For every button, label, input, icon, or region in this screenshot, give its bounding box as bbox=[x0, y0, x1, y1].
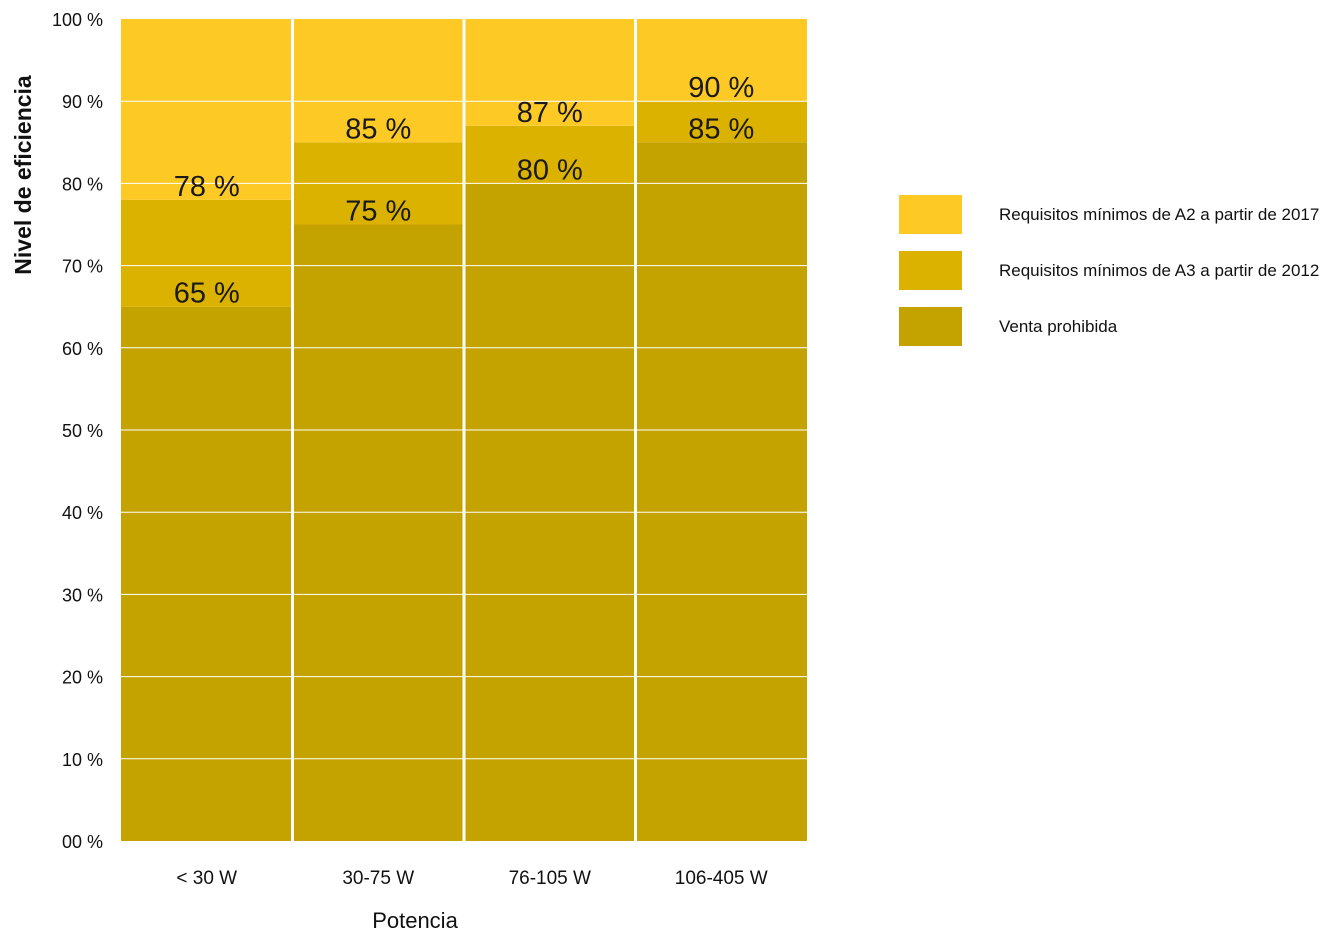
legend-swatch bbox=[899, 195, 962, 234]
x-category-label: 30-75 W bbox=[342, 868, 414, 889]
bar-segment-prohibited bbox=[121, 307, 293, 841]
legend-label: Requisitos mínimos de A3 a partir de 201… bbox=[999, 261, 1319, 280]
x-axis-title: Potencia bbox=[372, 908, 458, 929]
value-label-a2: 85 % bbox=[345, 113, 411, 145]
value-label-a2: 90 % bbox=[688, 72, 754, 104]
y-tick-label: 20 % bbox=[62, 668, 103, 688]
y-tick-label: 10 % bbox=[62, 750, 103, 770]
x-category-labels: < 30 W 30-75 W 76-105 W 106-405 W bbox=[176, 868, 767, 889]
y-tick-label: 00 % bbox=[62, 832, 103, 852]
y-tick-label: 60 % bbox=[62, 339, 103, 359]
y-tick-label: 90 % bbox=[62, 92, 103, 112]
x-category-label: < 30 W bbox=[176, 868, 237, 889]
y-axis-title: Nivel de eficiencia bbox=[10, 75, 36, 275]
legend-label: Requisitos mínimos de A2 a partir de 201… bbox=[999, 205, 1319, 224]
y-tick-labels: 00 % 10 % 20 % 30 % 40 % 50 % 60 % 70 % 80 % 90 %… bbox=[52, 10, 103, 852]
legend-swatch bbox=[899, 307, 962, 346]
y-tick-label: 30 % bbox=[62, 585, 103, 605]
bar-segment-prohibited bbox=[293, 225, 465, 842]
value-label-a3: 80 % bbox=[517, 154, 583, 186]
value-label-a3: 85 % bbox=[688, 113, 754, 145]
value-label-a2: 87 % bbox=[517, 97, 583, 129]
value-label-a2: 78 % bbox=[174, 171, 240, 203]
x-category-label: 106-405 W bbox=[675, 868, 768, 889]
y-tick-label: 40 % bbox=[62, 503, 103, 523]
y-tick-label: 100 % bbox=[52, 10, 103, 30]
legend-label: Venta prohibida bbox=[999, 317, 1118, 336]
x-category-label: 76-105 W bbox=[509, 868, 591, 889]
y-tick-label: 70 % bbox=[62, 257, 103, 277]
legend-swatch bbox=[899, 251, 962, 290]
y-tick-label: 80 % bbox=[62, 174, 103, 194]
legend: Requisitos mínimos de A2 a partir de 201… bbox=[899, 195, 1319, 346]
bar-segment-prohibited bbox=[636, 142, 808, 841]
value-label-a3: 75 % bbox=[345, 196, 411, 228]
y-tick-label: 50 % bbox=[62, 421, 103, 441]
value-label-a3: 65 % bbox=[174, 278, 240, 310]
